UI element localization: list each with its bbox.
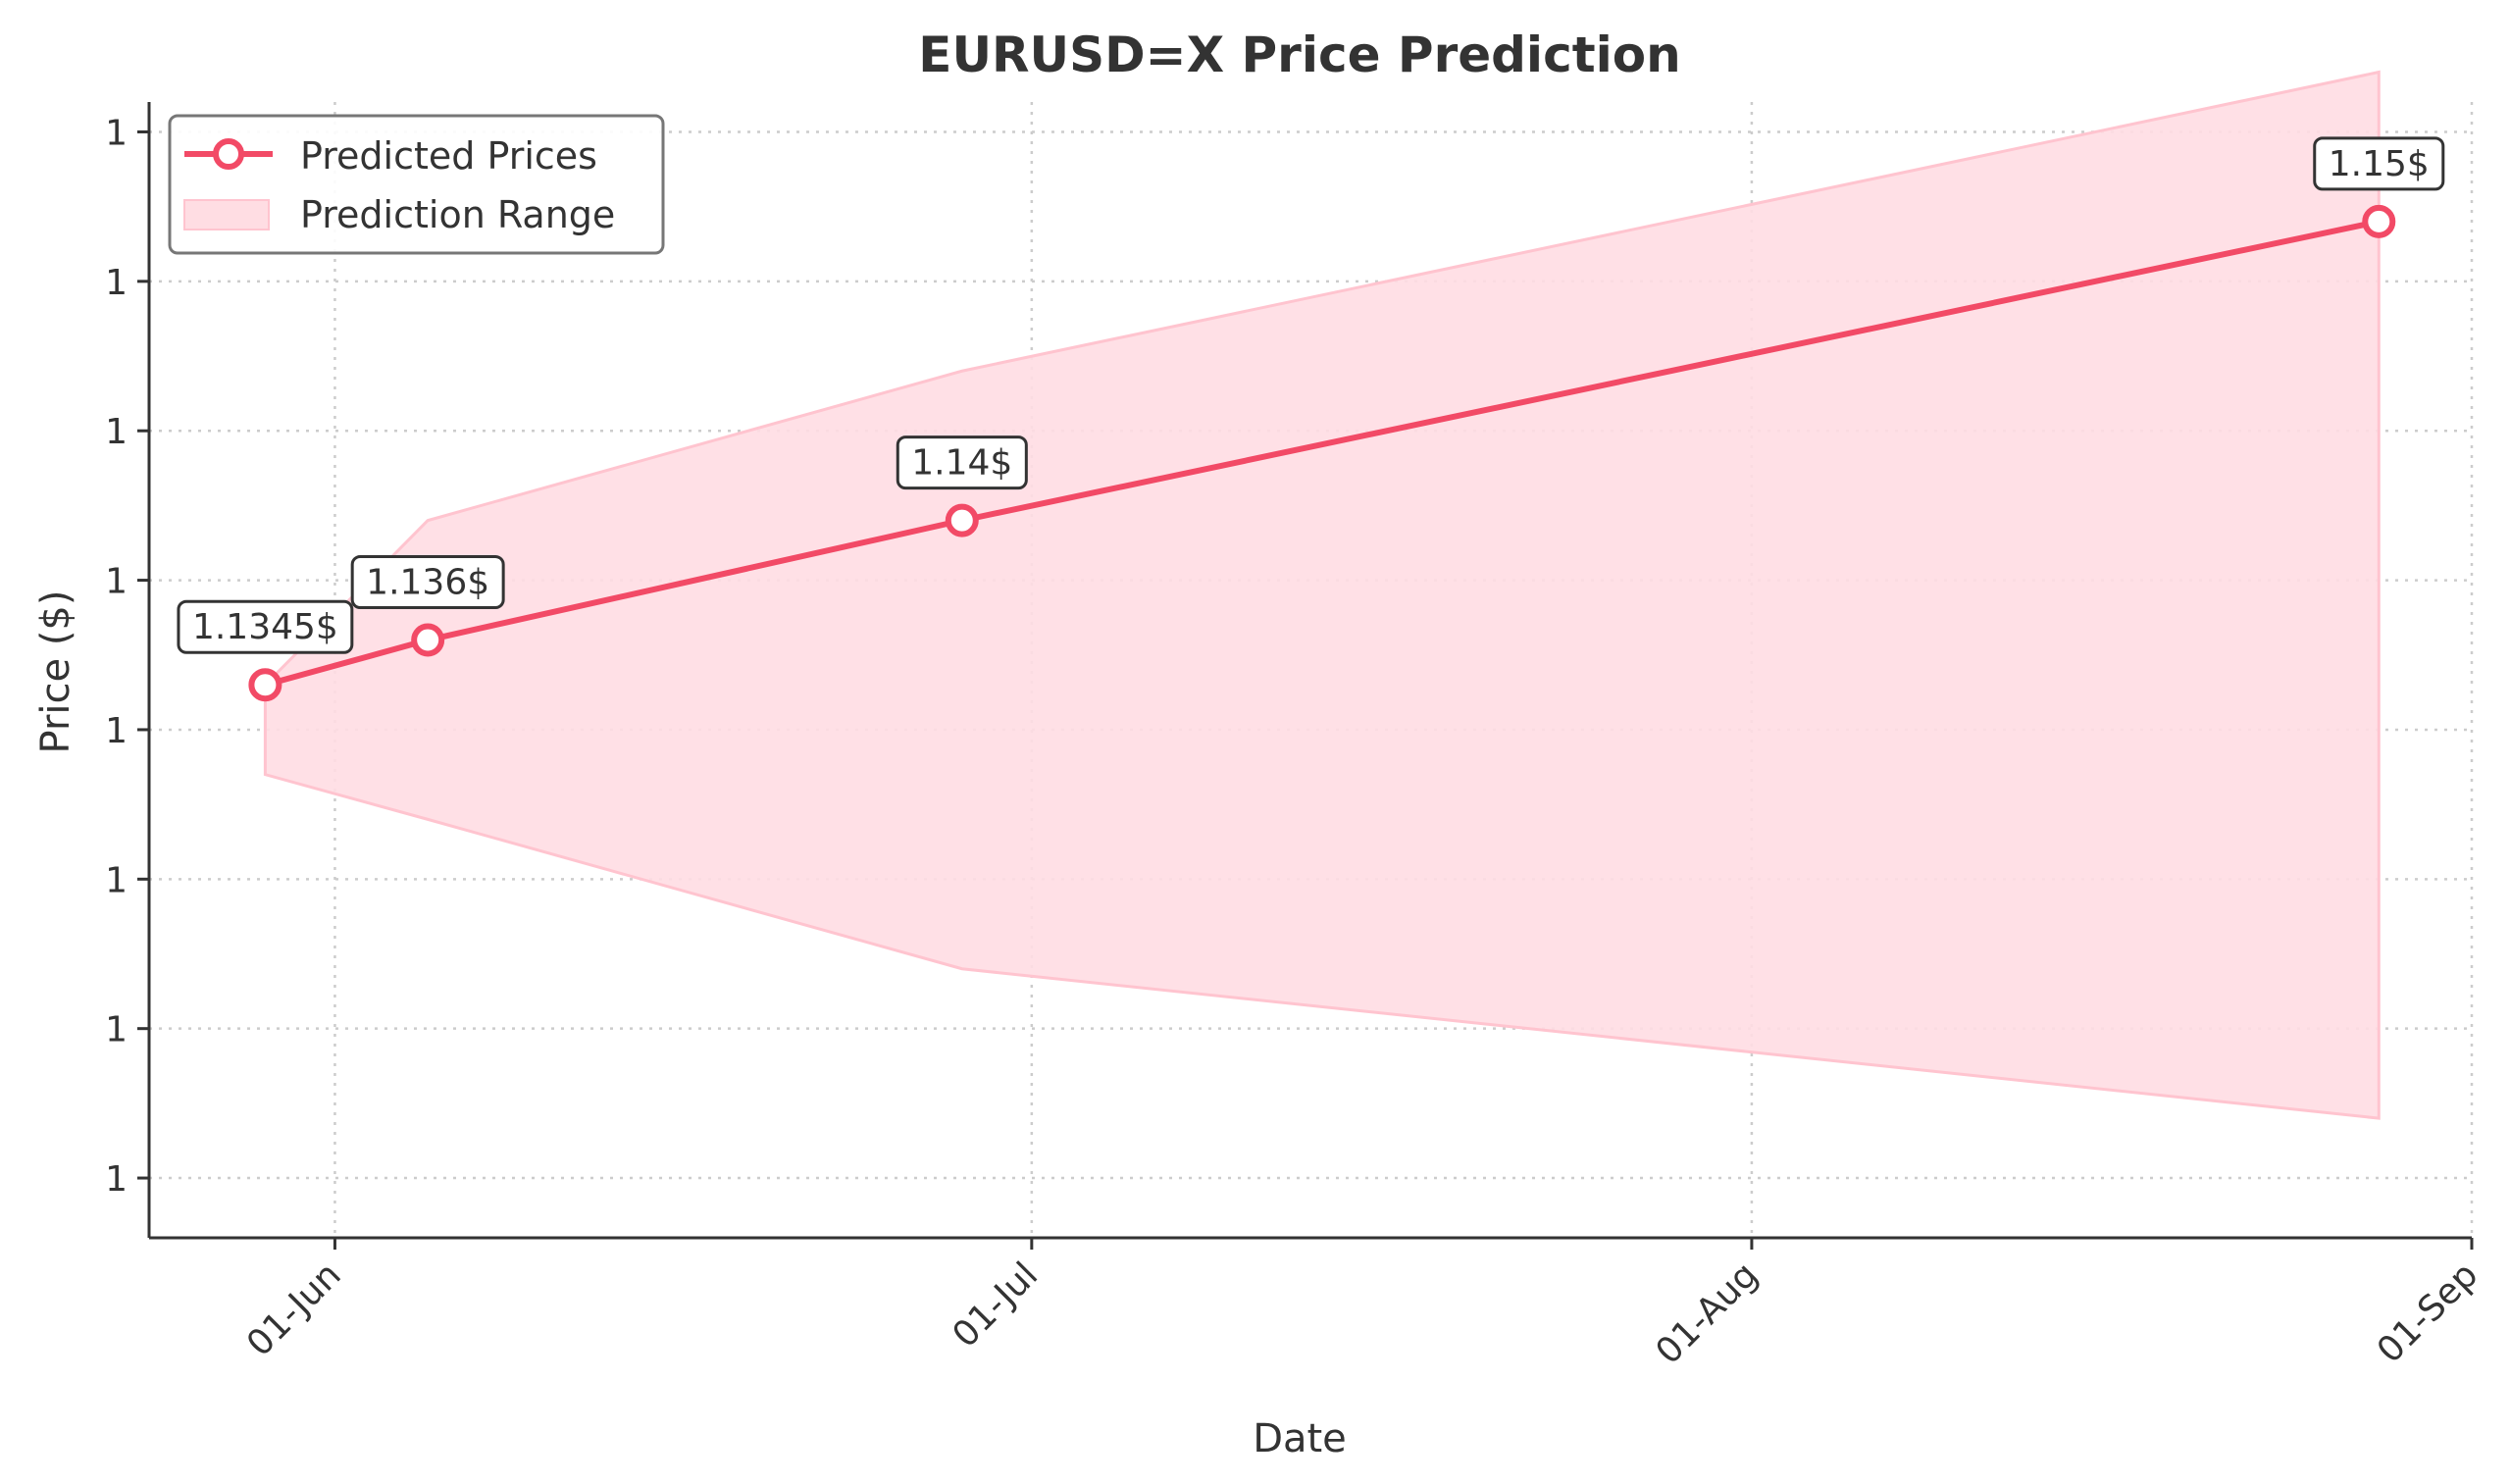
y-axis-ticks: 1 1 1 1 1 1 1 1 <box>105 113 149 1200</box>
data-label-text: 1.136$ <box>366 563 489 603</box>
y-tick-label: 1 <box>105 860 128 900</box>
x-axis-ticks: 01-Jun 01-Jul 01-Aug 01-Sep <box>239 1238 2485 1372</box>
data-label-text: 1.15$ <box>2329 144 2430 184</box>
data-label: 1.136$ <box>350 555 505 610</box>
data-label-text: 1.1345$ <box>192 607 338 647</box>
data-point-marker <box>945 503 979 537</box>
x-axis-label: Date <box>1253 1416 1347 1461</box>
x-tick-label: 01-Aug <box>1649 1254 1767 1372</box>
data-label-box <box>177 599 354 654</box>
legend-marker-swatch <box>213 138 244 170</box>
y-tick-label: 1 <box>105 113 128 153</box>
data-label: 1.1345$ <box>177 599 354 654</box>
y-tick-label: 1 <box>105 562 128 602</box>
y-tick-label: 1 <box>105 1159 128 1200</box>
legend: Predicted Prices Prediction Range <box>168 114 665 255</box>
data-label: 1.15$ <box>2313 136 2445 191</box>
data-label-text: 1.14$ <box>911 443 1012 484</box>
y-tick-label: 1 <box>105 1010 128 1050</box>
legend-band-swatch <box>183 199 270 230</box>
y-tick-label: 1 <box>105 412 128 452</box>
legend-label-predicted-prices: Predicted Prices <box>300 134 597 178</box>
y-axis-label: Price ($) <box>33 590 78 754</box>
x-tick-label: 01-Jun <box>239 1254 349 1364</box>
data-point-marker <box>2362 204 2396 238</box>
x-tick-label: 01-Jul <box>945 1254 1046 1356</box>
data-point-marker <box>411 623 445 657</box>
legend-frame <box>168 114 665 255</box>
x-tick-label: 01-Sep <box>2370 1254 2486 1371</box>
predicted-prices-series <box>248 204 2396 702</box>
predicted-prices-line <box>264 218 2380 689</box>
data-point-marker <box>248 668 282 702</box>
data-label: 1.14$ <box>896 435 1028 490</box>
y-tick-label: 1 <box>105 263 128 303</box>
chart-title: EURUSD=X Price Prediction <box>918 26 1680 83</box>
data-labels: 1.1345$ 1.136$ 1.14$ 1.15$ <box>177 136 2445 654</box>
legend-label-prediction-range: Prediction Range <box>300 193 615 236</box>
data-label-box <box>2313 136 2445 191</box>
axes <box>147 102 2472 1240</box>
y-tick-label: 1 <box>105 711 128 751</box>
data-label-box <box>896 435 1028 490</box>
data-label-box <box>350 555 505 610</box>
